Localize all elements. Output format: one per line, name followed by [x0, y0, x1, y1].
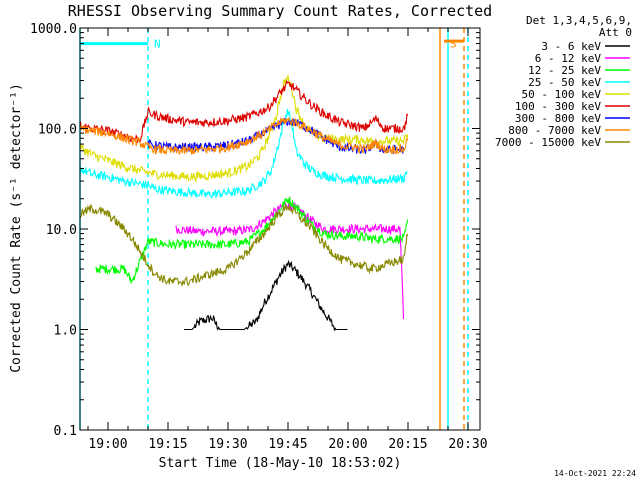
legend-entry-label: 50 - 100 keV: [522, 88, 602, 101]
legend-entry-label: 7000 - 15000 keV: [495, 136, 601, 149]
legend-header: Det 1,3,4,5,6,9,: [526, 14, 632, 27]
legend-entry-label: 6 - 12 keV: [535, 52, 602, 65]
y-axis-label: Corrected Count Rate (s⁻¹ detector⁻¹): [9, 83, 24, 373]
chart-title: RHESSI Observing Summary Count Rates, Co…: [68, 2, 492, 20]
y-tick-label: 0.1: [54, 424, 77, 439]
timestamp: 14-Oct-2021 22:24: [554, 469, 636, 478]
legend-entry-label: 800 - 7000 keV: [508, 124, 601, 137]
x-tick-label: 20:15: [388, 437, 427, 452]
x-tick-label: 20:00: [328, 437, 367, 452]
annotation-S: S: [450, 38, 457, 51]
x-tick-label: 20:30: [448, 437, 487, 452]
legend-entry-label: 100 - 300 keV: [515, 100, 601, 113]
series-line-4: [79, 74, 409, 183]
series-line-5: [79, 79, 409, 143]
annotation-N: N: [154, 38, 161, 51]
legend-entry-label: 25 - 50 keV: [528, 76, 601, 89]
y-tick-label: 10.0: [46, 223, 77, 238]
legend-entry-label: 300 - 800 keV: [515, 112, 601, 125]
y-tick-label: 1.0: [54, 324, 77, 339]
series-line-0: [184, 259, 348, 331]
legend-entry-label: 12 - 25 keV: [528, 64, 601, 77]
x-tick-label: 19:15: [148, 437, 187, 452]
series-line-7: [79, 116, 409, 155]
legend-header: Att 0: [599, 26, 632, 39]
series-line-8: [79, 203, 409, 287]
y-tick-label: 100.0: [38, 123, 77, 138]
y-tick-label: 1000.0: [30, 22, 77, 37]
x-tick-label: 19:30: [208, 437, 247, 452]
series-line-1: [175, 200, 405, 320]
legend-entry-label: 3 - 6 keV: [541, 40, 601, 53]
x-tick-label: 19:00: [88, 437, 127, 452]
x-tick-label: 19:45: [268, 437, 307, 452]
x-axis-label: Start Time (18-May-10 18:53:02): [159, 456, 402, 471]
series-line-2: [95, 196, 409, 284]
plot-frame: [79, 27, 481, 431]
series-line-3: [79, 108, 408, 199]
